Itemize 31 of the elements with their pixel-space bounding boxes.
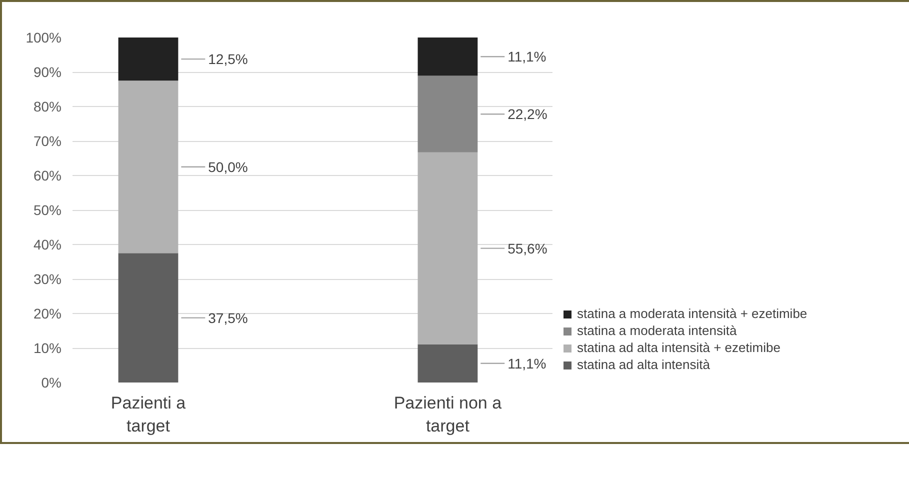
y-tick-label: 20% — [33, 306, 62, 322]
y-tick-label: 90% — [33, 64, 62, 80]
x-tick-label: Pazienti a target — [110, 394, 186, 436]
bar — [118, 253, 178, 382]
y-tick-label: 100% — [26, 30, 62, 46]
x-tick-label: Pazienti non a target — [394, 394, 502, 436]
legend-label: statina ad alta intensità + ezetimibe — [577, 340, 780, 355]
data-label: 11,1% — [508, 355, 546, 372]
y-tick-label: 10% — [33, 340, 62, 356]
legend-label: statina a moderata intensità — [577, 323, 737, 338]
legend-label: statina a moderata intensità + ezetimibe — [577, 306, 808, 321]
y-tick-label: 60% — [33, 168, 62, 184]
y-tick-label: 80% — [33, 98, 62, 114]
legend-label: statina ad alta intensità — [577, 357, 710, 372]
y-tick-label: 30% — [33, 271, 62, 287]
bar — [418, 38, 478, 76]
bar — [118, 38, 178, 81]
bar — [118, 80, 178, 254]
y-tick-label: 0% — [41, 374, 62, 390]
data-label: 11,1% — [508, 48, 546, 65]
y-tick-label: 50% — [33, 202, 62, 218]
data-label: 12,5% — [208, 51, 248, 68]
data-label: 50,0% — [208, 158, 248, 175]
y-tick-label: 70% — [33, 133, 62, 149]
bar — [418, 344, 478, 382]
y-tick-label: 40% — [33, 236, 62, 252]
bar — [418, 76, 478, 152]
data-label: 55,6% — [508, 240, 548, 256]
bar — [418, 152, 478, 344]
data-label: 37,5% — [208, 310, 248, 326]
data-label: 22,2% — [508, 106, 548, 122]
